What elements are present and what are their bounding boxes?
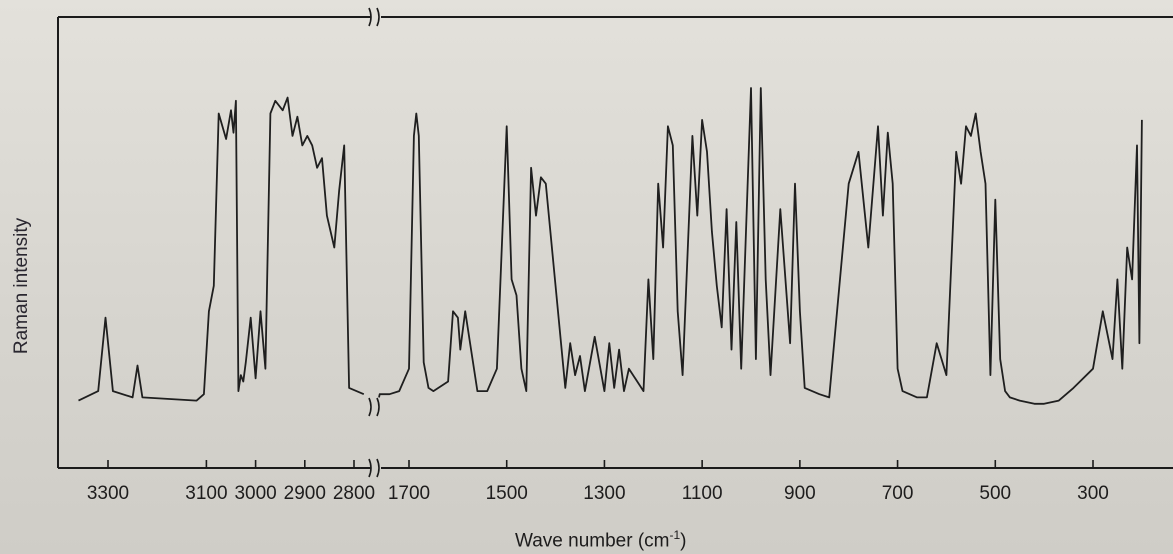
x-tick-label-3100: 3100: [185, 483, 227, 504]
axis-break-mark: [368, 7, 372, 27]
spectrum-lines: [78, 87, 1143, 405]
x-axis-ticks: 3300 3100 3000 2900 2800 1700 1500 1300 1100 900 7…: [87, 460, 1109, 504]
axis-break-marks: [368, 7, 380, 478]
x-tick-label-2800: 2800: [333, 483, 375, 504]
x-tick-label-3300: 3300: [87, 483, 129, 504]
x-tick-label-3000: 3000: [234, 483, 276, 504]
x-axis-label-text: Wave number (cm: [515, 530, 670, 552]
axis-break-mark: [376, 458, 380, 478]
x-tick-label-1100: 1100: [682, 483, 723, 504]
x-tick-label-2900: 2900: [284, 483, 326, 504]
x-axis-label-unit-exponent: -1: [669, 528, 681, 542]
spectrum-series-low-wavenumber: [378, 87, 1143, 405]
x-axis-label: Wave number (cm-1): [515, 528, 687, 552]
x-tick-label-500: 500: [979, 483, 1011, 504]
x-tick-label-1300: 1300: [583, 483, 625, 504]
y-axis-label: Raman intensity: [11, 217, 32, 355]
x-tick-label-1700: 1700: [388, 483, 430, 504]
x-tick-label-900: 900: [784, 483, 816, 504]
axis-break-mark: [368, 397, 372, 417]
axis-break-mark: [376, 7, 380, 27]
x-tick-label-700: 700: [882, 483, 914, 504]
axis-break-mark: [368, 458, 372, 478]
spectrum-series-high-wavenumber: [78, 96, 365, 402]
axes: [57, 16, 1173, 469]
x-tick-label-300: 300: [1077, 483, 1109, 504]
x-axis-label-suffix: ): [680, 530, 687, 552]
x-tick-label-1500: 1500: [486, 483, 528, 504]
axis-break-mark: [376, 397, 380, 417]
